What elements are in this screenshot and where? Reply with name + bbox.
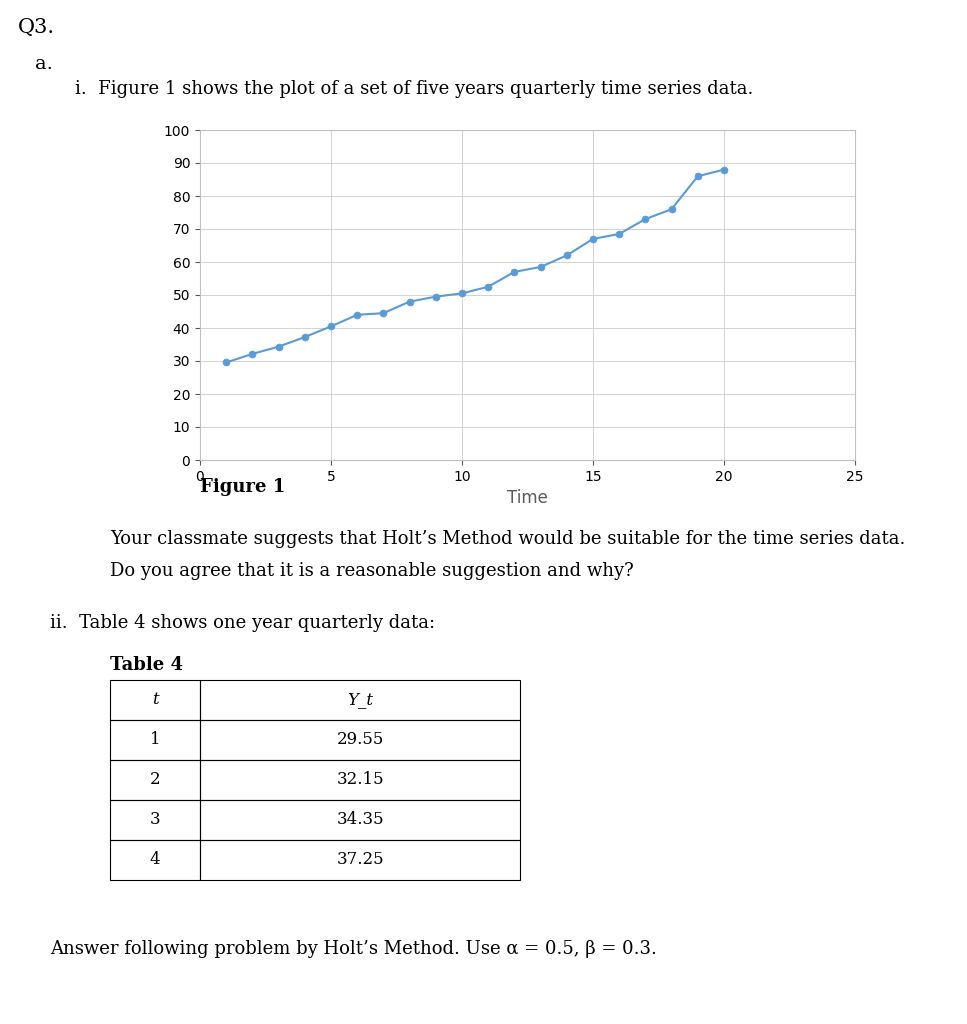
- Text: 34.35: 34.35: [337, 811, 384, 828]
- Text: Table 4: Table 4: [110, 656, 183, 674]
- Text: Figure 1: Figure 1: [200, 478, 285, 496]
- X-axis label: Time: Time: [507, 489, 548, 507]
- Bar: [110, 680, 200, 720]
- Bar: [110, 840, 200, 880]
- Text: Q3.: Q3.: [18, 18, 55, 37]
- Text: Your classmate suggests that Holt’s Method would be suitable for the time series: Your classmate suggests that Holt’s Meth…: [110, 530, 905, 548]
- Text: 29.55: 29.55: [337, 731, 384, 749]
- Text: Do you agree that it is a reasonable suggestion and why?: Do you agree that it is a reasonable sug…: [110, 562, 633, 580]
- Text: Y_t: Y_t: [347, 691, 373, 709]
- Bar: [200, 800, 520, 840]
- Text: ii.  Table 4 shows one year quarterly data:: ii. Table 4 shows one year quarterly dat…: [50, 614, 435, 632]
- Bar: [110, 720, 200, 760]
- Text: Answer following problem by Holt’s Method. Use α = 0.5, β = 0.3.: Answer following problem by Holt’s Metho…: [50, 940, 657, 958]
- Text: 2: 2: [150, 771, 161, 788]
- Bar: [110, 760, 200, 800]
- Text: 32.15: 32.15: [337, 771, 384, 788]
- Text: 4: 4: [150, 852, 161, 868]
- Text: 1: 1: [150, 731, 161, 749]
- Bar: [200, 840, 520, 880]
- Bar: [110, 800, 200, 840]
- Text: t: t: [152, 691, 159, 709]
- Bar: [200, 680, 520, 720]
- Text: 3: 3: [150, 811, 161, 828]
- Text: 37.25: 37.25: [337, 852, 384, 868]
- Bar: [200, 720, 520, 760]
- Text: i.  Figure 1 shows the plot of a set of five years quarterly time series data.: i. Figure 1 shows the plot of a set of f…: [75, 80, 753, 98]
- Text: a.: a.: [35, 55, 53, 73]
- Bar: [200, 760, 520, 800]
